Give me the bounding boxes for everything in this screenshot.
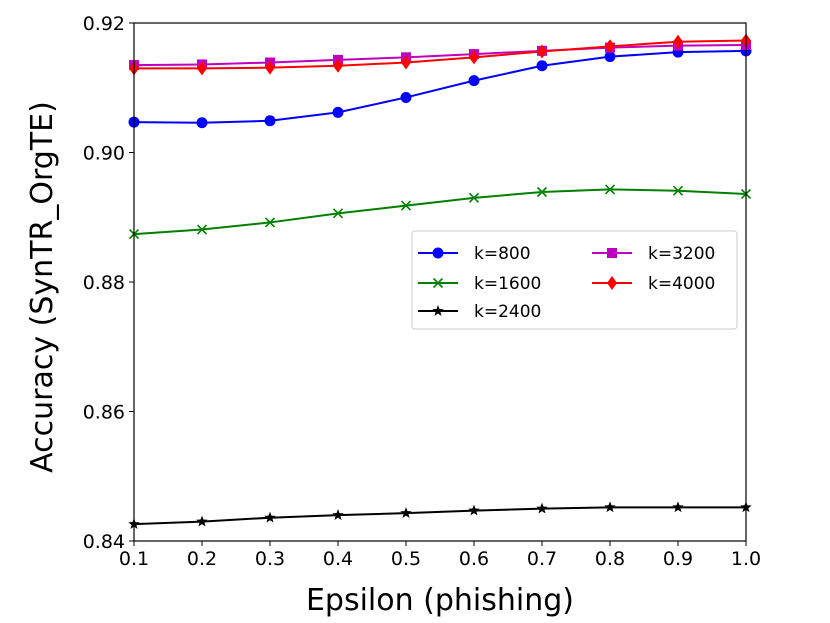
legend-marker-k-3200 [607,248,617,258]
data-point-k-1600 [604,184,616,195]
data-point-k-1600 [672,185,684,196]
data-point-k-2400 [400,507,412,519]
x-tick-label: 0.4 [323,548,353,570]
legend-label-k-2400: k=2400 [474,302,541,322]
data-point-k-1600 [536,186,548,198]
x-tick-label: 1.0 [731,548,761,570]
legend-label-k-3200: k=3200 [648,244,715,264]
data-point-k-1600 [468,192,480,203]
legend-item-k-2400: k=2400 [418,302,541,322]
y-tick-label: 0.86 [83,402,125,424]
series-line-k-800 [133,49,747,124]
y-tick-label: 0.84 [83,531,125,553]
data-point-k-800 [468,75,480,87]
x-tick-label: 0.3 [255,548,285,570]
series-layer [128,33,752,530]
data-point-k-2400 [332,509,344,520]
legend-marker-k-4000 [607,276,617,290]
legend-item-k-1600: k=1600 [418,274,541,294]
data-point-k-2400 [264,511,276,523]
legend-label-k-1600: k=1600 [474,274,541,294]
data-point-k-2400 [468,504,480,516]
data-point-k-4000 [469,50,479,65]
legend-item-k-3200: k=3200 [592,244,715,264]
x-tick-label: 0.5 [391,548,421,570]
data-point-k-800 [536,60,548,72]
legend-item-k-4000: k=4000 [592,274,715,294]
x-tick-label: 0.9 [663,548,693,570]
legend-frame [411,230,738,330]
series-k-800 [128,45,752,129]
data-point-k-800 [332,106,344,118]
legend-label-k-4000: k=4000 [648,274,715,294]
series-line-k-3200 [133,44,747,67]
x-tick-label: 0.2 [187,548,217,570]
data-point-k-2400 [196,515,208,527]
data-point-k-4000 [401,55,411,70]
data-point-k-2400 [672,501,684,513]
legend-marker-k-2400 [432,305,444,316]
data-point-k-800 [196,117,208,129]
series-k-1600 [128,184,752,240]
data-point-k-4000 [265,60,275,75]
data-point-k-800 [264,115,276,127]
legend-item-k-800: k=800 [418,244,531,264]
data-point-k-800 [604,51,616,63]
y-tick-label: 0.92 [83,13,125,35]
x-axis-label: Epsilon (phishing) [306,583,574,618]
y-axis-label: Accuracy (SynTR_OrgTE) [25,101,60,473]
series-line-k-4000 [134,39,747,70]
legend-marker-k-1600 [432,277,444,289]
data-point-k-4000 [605,39,615,54]
series-k-4000 [129,33,751,76]
legend-marker-k-800 [432,247,444,259]
ticks-layer: 0.1 0.2 0.3 0.4 0.5 0.6 0.7 0.8 0.9 1.0 0.84 0.86 0.… [83,13,761,570]
data-point-k-1600 [196,224,208,235]
data-point-k-1600 [332,208,344,219]
series-line-k-2400 [133,506,746,526]
x-tick-label: 0.8 [595,548,625,570]
data-point-k-1600 [400,200,412,211]
x-tick-label: 0.1 [119,548,149,570]
legend-label-k-800: k=800 [474,244,531,264]
x-tick-label: 0.7 [527,548,557,570]
data-point-k-800 [400,91,412,103]
data-point-k-4000 [333,58,343,73]
data-point-k-4000 [673,34,683,49]
legend: k=800 k=1600 k=2400 k=3200 k=4000 [411,230,738,330]
data-point-k-4000 [197,61,207,76]
data-point-k-2400 [604,501,616,513]
y-tick-label: 0.90 [83,143,125,165]
data-point-k-2400 [536,502,548,514]
x-tick-label: 0.6 [459,548,489,570]
y-tick-label: 0.88 [83,272,125,294]
data-point-k-4000 [537,44,547,59]
data-point-k-1600 [264,217,276,228]
series-line-k-1600 [133,188,747,236]
